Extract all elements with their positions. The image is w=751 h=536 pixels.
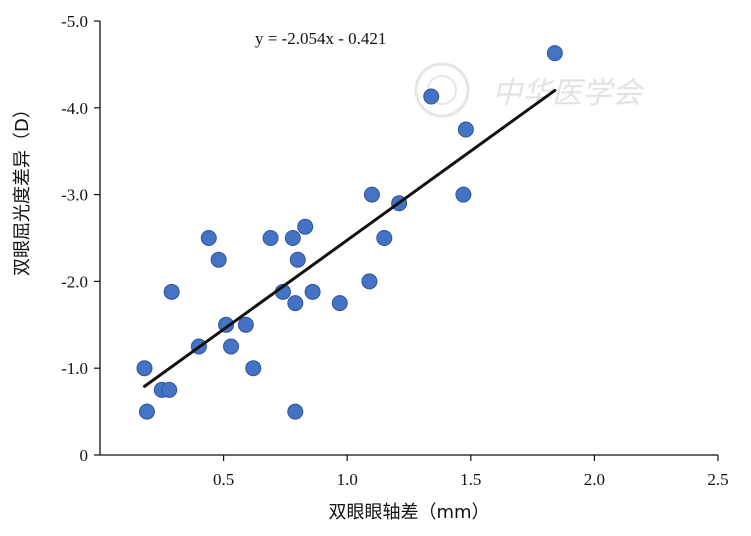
data-point <box>161 381 178 398</box>
x-axis-label: 双眼眼轴差（mm） <box>328 502 489 523</box>
data-point <box>210 251 227 268</box>
x-tick-label: 1.5 <box>460 470 481 489</box>
data-point <box>223 338 240 355</box>
x-tick-label: 2.0 <box>584 470 605 489</box>
x-tick-label: 2.5 <box>707 470 728 489</box>
watermark: 中华医学会 <box>414 62 645 118</box>
data-point <box>455 186 472 203</box>
data-point <box>363 186 380 203</box>
data-point <box>136 360 153 377</box>
y-tick-label: -5.0 <box>61 12 88 31</box>
data-point <box>423 88 440 105</box>
data-point <box>297 218 314 235</box>
axis-ticks <box>94 20 719 461</box>
axis-tick-labels: 0.5 1.0 1.5 2.0 2.5 0 -1.0 -2.0 -3.0 -4.0 -5.0 <box>61 12 729 489</box>
data-point <box>376 230 393 246</box>
x-tick-label: 1.0 <box>337 470 358 489</box>
data-point <box>237 316 254 333</box>
data-point <box>457 121 474 138</box>
data-point <box>287 295 304 312</box>
trendline <box>142 88 557 388</box>
data-point <box>289 251 306 268</box>
y-axis-label: 双眼屈光度差异（D） <box>12 100 33 276</box>
watermark-seal <box>414 62 470 118</box>
y-tick-label: -1.0 <box>61 359 88 378</box>
y-tick-label: -2.0 <box>61 272 88 291</box>
data-point <box>361 273 378 290</box>
regression-equation: y = -2.054x - 0.421 <box>255 29 386 48</box>
y-tick-label: -4.0 <box>61 99 88 118</box>
data-point <box>287 403 304 420</box>
data-point <box>138 403 155 420</box>
data-point <box>262 230 279 246</box>
y-tick-label: -3.0 <box>61 186 88 205</box>
data-point <box>200 230 217 246</box>
data-point <box>245 360 262 377</box>
watermark-text: 中华医学会 <box>492 76 645 111</box>
data-point <box>546 45 563 62</box>
y-tick-label: 0 <box>80 446 89 465</box>
data-point <box>331 295 348 312</box>
data-points <box>136 45 563 420</box>
data-point <box>284 230 301 246</box>
x-tick-label: 0.5 <box>213 470 234 489</box>
data-point <box>163 283 180 300</box>
data-point <box>304 283 321 300</box>
